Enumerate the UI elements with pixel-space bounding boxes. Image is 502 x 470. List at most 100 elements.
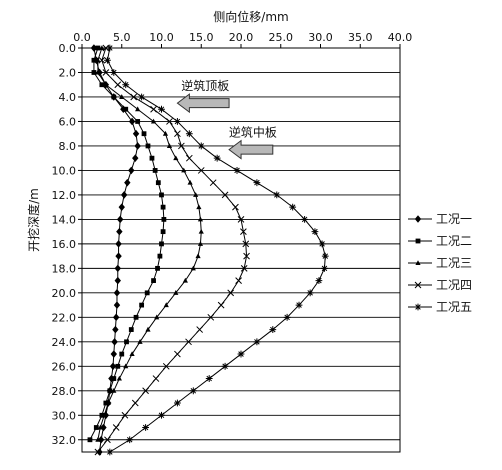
y-tick-label: 22.0 <box>52 311 77 324</box>
data-point-x <box>174 350 181 358</box>
y-tick-label: 10.0 <box>52 164 77 177</box>
data-point-x <box>142 387 149 395</box>
data-point-square <box>149 155 155 161</box>
data-point-asterisk <box>122 81 130 89</box>
data-point-triangle <box>162 130 169 136</box>
data-point-square <box>151 278 156 284</box>
y-tick-label: 16.0 <box>52 238 77 251</box>
series-5 <box>104 44 329 456</box>
data-point-triangle <box>129 351 135 357</box>
data-point-x <box>197 167 205 174</box>
data-point-square <box>99 412 105 418</box>
data-point-square <box>124 339 129 345</box>
data-point-x <box>207 313 215 321</box>
data-point-diamond <box>97 435 105 444</box>
data-point-square <box>139 302 145 308</box>
data-point-square <box>103 400 109 406</box>
data-point-triangle <box>166 143 173 148</box>
data-point-square <box>135 119 141 124</box>
data-point-square <box>141 131 147 137</box>
data-point-square <box>155 180 161 186</box>
data-point-triangle <box>137 339 143 344</box>
data-point-asterisk <box>311 228 319 236</box>
data-point-asterisk <box>301 215 308 223</box>
data-point-diamond <box>90 44 98 52</box>
data-point-x <box>196 326 204 333</box>
data-point-square <box>119 351 125 357</box>
x-tick-label: 20.0 <box>229 31 254 44</box>
y-axis-title: 开挖深度/m <box>26 188 41 252</box>
data-point-x <box>217 301 225 309</box>
data-point-asterisk <box>106 448 114 456</box>
series-2 <box>87 45 167 443</box>
data-point-x <box>98 56 106 64</box>
y-tick-label: 14.0 <box>52 213 77 226</box>
data-point-triangle <box>99 45 105 50</box>
data-point-asterisk <box>158 411 165 419</box>
legend-label: 工况三 <box>436 256 472 270</box>
legend-entry: 工况五 <box>408 300 472 314</box>
data-point-asterisk <box>315 277 323 285</box>
legend-label: 工况五 <box>436 300 472 314</box>
y-tick-label: 6.0 <box>59 115 77 128</box>
legend-marker-diamond <box>414 215 422 223</box>
annotation-arrow <box>228 139 274 160</box>
data-point-square <box>160 204 166 210</box>
data-point-x <box>240 265 248 272</box>
data-point-asterisk <box>189 387 197 395</box>
data-point-triangle <box>195 253 201 259</box>
legend-marker-asterisk <box>414 303 422 311</box>
legend-entry: 工况二 <box>408 234 472 248</box>
x-tick-label: 40.0 <box>388 31 413 44</box>
data-point-diamond <box>128 117 136 126</box>
data-point-square <box>128 327 134 332</box>
data-point-diamond <box>110 350 117 358</box>
data-point-diamond <box>111 338 118 346</box>
data-point-triangle <box>173 290 179 295</box>
data-point-diamond <box>120 191 128 199</box>
data-point-triangle <box>196 204 202 210</box>
data-point-x <box>242 240 250 248</box>
data-point-asterisk <box>106 44 114 52</box>
data-point-square <box>107 388 113 394</box>
data-point-asterisk <box>213 154 221 162</box>
data-point-triangle <box>103 81 109 87</box>
data-point-asterisk <box>289 203 297 211</box>
data-point-x <box>178 142 185 150</box>
series-4 <box>94 44 250 456</box>
data-point-square <box>157 253 163 259</box>
y-tick-label: 26.0 <box>52 360 77 373</box>
data-point-asterisk <box>142 424 149 431</box>
data-point-diamond <box>118 203 125 211</box>
legend-label: 工况一 <box>436 212 472 226</box>
data-point-asterisk <box>158 105 165 113</box>
data-point-x <box>152 375 160 382</box>
y-tick-label: 20.0 <box>52 287 77 300</box>
data-point-diamond <box>116 215 124 224</box>
x-tick-label: 25.0 <box>269 31 294 44</box>
legend-label: 工况四 <box>436 278 472 292</box>
legend-label: 工况二 <box>436 234 472 248</box>
data-point-x <box>102 69 110 76</box>
data-point-triangle <box>187 179 193 185</box>
data-point-diamond <box>112 325 119 334</box>
data-point-triangle <box>97 424 103 430</box>
data-point-x <box>162 362 170 370</box>
grid <box>78 44 401 441</box>
data-point-triangle <box>119 94 125 99</box>
data-point-triangle <box>95 57 101 63</box>
x-axis-title: 侧向位移/mm <box>213 9 288 24</box>
data-point-x <box>131 399 139 407</box>
data-point-x <box>240 228 247 235</box>
y-tick-labels: 0.0 2.0 4.0 6.0 8.0 10.0 12.0 14.0 16.0 18.0 20.0 2… <box>52 42 77 447</box>
data-point-square <box>144 290 150 296</box>
data-point-diamond <box>134 142 141 150</box>
data-point-x <box>121 411 129 419</box>
data-point-x <box>185 338 192 346</box>
data-point-diamond <box>112 313 120 322</box>
data-point-square <box>159 241 164 247</box>
data-point-diamond <box>132 129 140 138</box>
legend-entry: 工况三 <box>408 256 472 270</box>
